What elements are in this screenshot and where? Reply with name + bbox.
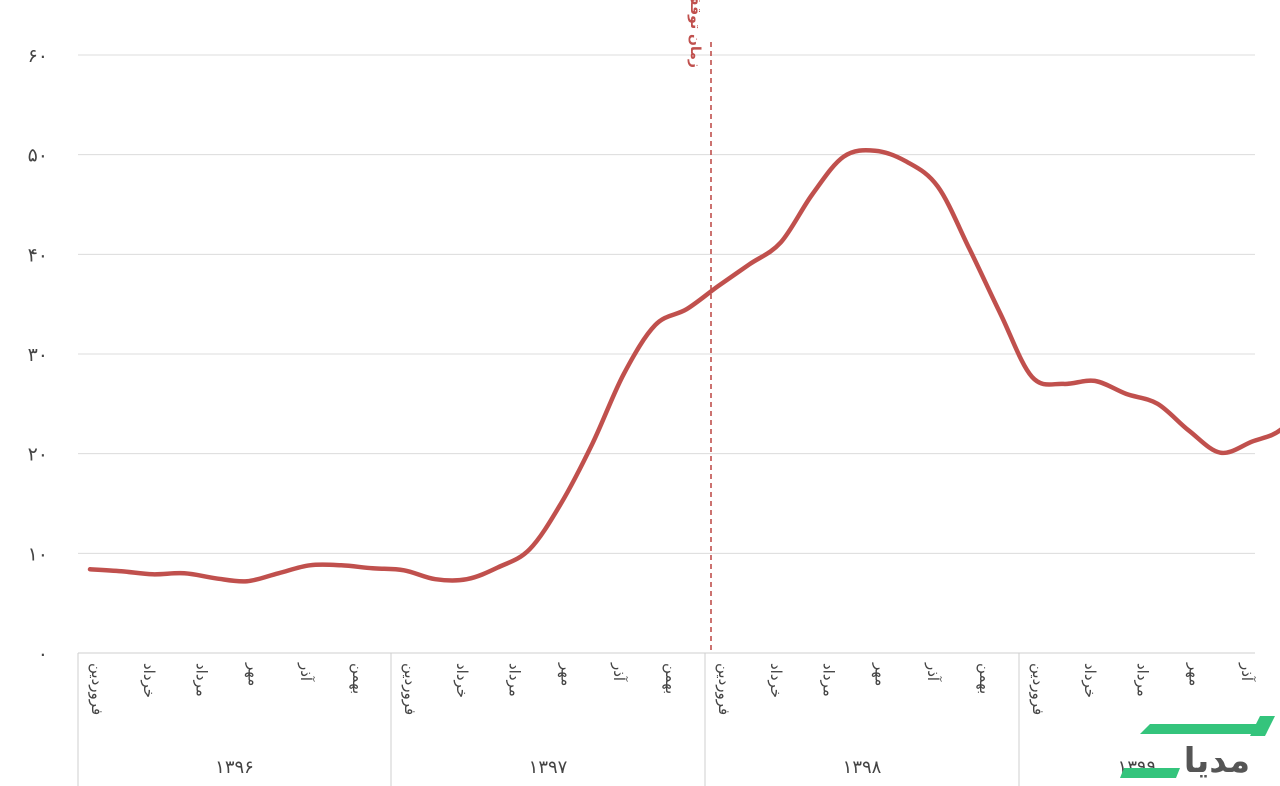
x-tick-label: بهمن [662, 663, 680, 694]
annotation-label: زمان توقف انتشار آمار نرخ تورم [687, 0, 705, 68]
x-tick-label: فروردین [401, 663, 419, 715]
y-tick-label: ۶۰ [28, 45, 48, 67]
year-label: ۱۳۹۶ [215, 757, 254, 778]
y-axis: ۰ ۱۰ ۲۰ ۳۰ ۴۰ ۵۰ ۶۰ [28, 45, 48, 665]
series [87, 147, 1280, 584]
x-tick-label: مرداد [192, 663, 210, 697]
x-tick-label: خرداد [767, 663, 785, 698]
x-tick-label: خرداد [453, 663, 471, 698]
x-tick-label: فروردین [88, 663, 106, 715]
x-tick-label: فروردین [715, 663, 733, 715]
x-tick-label: آذر [1238, 662, 1256, 682]
logo-text: مدیا [1184, 741, 1250, 781]
y-tick-label: ۱۰ [28, 543, 48, 565]
brand-logo: مدیا [1120, 716, 1275, 781]
y-tick-label: ۰ [38, 643, 48, 665]
x-tick-label: مهر [558, 662, 576, 686]
x-tick-label: مهر [872, 662, 890, 686]
x-tick-label: بهمن [976, 663, 994, 694]
logo-swoosh-top [1140, 724, 1270, 734]
x-tick-label: خرداد [1081, 663, 1099, 698]
x-axis: فروردین خرداد مرداد مهر آذر بهمن ۱۳۹۶ فروردین خر… [77, 652, 1256, 786]
x-tick-label: مهر [245, 662, 263, 686]
x-tick-label: مرداد [505, 663, 523, 697]
logo-swoosh-bottom [1120, 768, 1180, 778]
x-tick-label: بهمن [349, 663, 367, 694]
x-tick-label: آذر [924, 662, 942, 682]
y-tick-label: ۲۰ [28, 444, 48, 466]
y-tick-label: ۵۰ [28, 145, 48, 167]
x-tick-label: خرداد [140, 663, 158, 698]
series-line [87, 147, 1280, 584]
y-tick-label: ۴۰ [28, 244, 48, 266]
y-tick-label: ۳۰ [28, 344, 48, 366]
logo-swoosh-right [1250, 716, 1275, 736]
x-tick-label: آذر [297, 662, 315, 682]
gridlines [78, 54, 1255, 554]
x-tick-label: آذر [610, 662, 628, 682]
x-tick-label: مهر [1186, 662, 1204, 686]
annotation: زمان توقف انتشار آمار نرخ تورم [687, 0, 712, 653]
year-label: ۱۳۹۸ [843, 757, 882, 778]
x-tick-label: فروردین [1029, 663, 1047, 715]
x-tick-label: مرداد [1133, 663, 1151, 697]
x-tick-label: مرداد [819, 663, 837, 697]
year-label: ۱۳۹۷ [529, 757, 568, 778]
